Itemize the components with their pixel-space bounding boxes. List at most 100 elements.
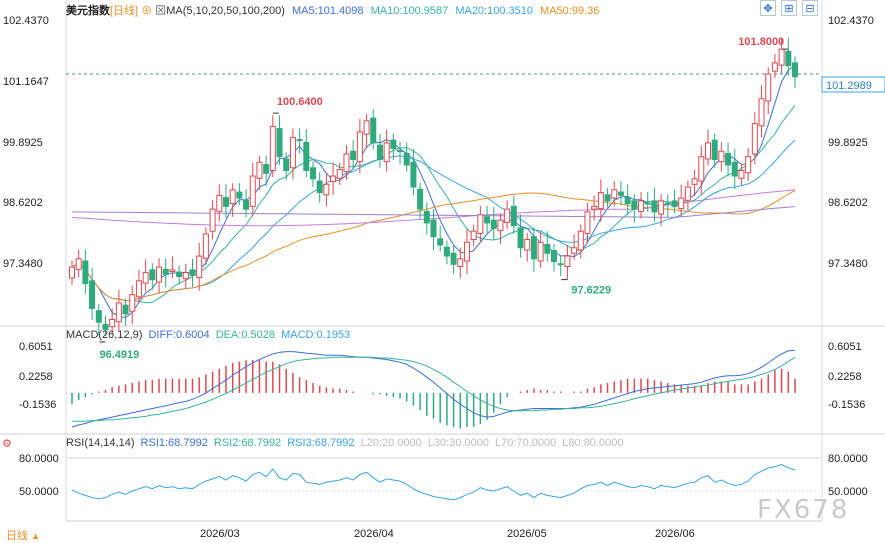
candle-body [397, 150, 404, 153]
ma-toggle-icon[interactable]: ⊠ [155, 5, 167, 17]
annotation-label: 101.8000 [738, 36, 784, 48]
candle-body [443, 246, 450, 257]
macd-tick-right-3: -0.1536 [828, 399, 865, 411]
candle-body [497, 219, 504, 232]
instrument-title: 美元指数 [66, 5, 110, 17]
legend-rsi: RSI(14,14,14) RSI1:68.7992 RSI2:68.7992 … [66, 437, 623, 449]
candle-body [691, 178, 698, 185]
candle-body [510, 205, 517, 227]
candle-body [745, 156, 752, 174]
candle-body [457, 258, 464, 268]
candle-body [738, 170, 745, 179]
candle-body [202, 233, 209, 259]
candle-body [350, 150, 357, 160]
candle-body [303, 141, 310, 172]
legend-macd: MACD(26,12,9) DIFF:0.6004 DEA:0.5028 MAC… [66, 329, 350, 341]
candle-body [310, 167, 316, 180]
candle-body [463, 241, 470, 262]
rsi-label: RSI(14,14,14) [66, 437, 135, 449]
candle-body [196, 255, 203, 279]
candle-body [169, 269, 176, 272]
rsi-line [71, 464, 796, 501]
y-tick-right-1: 102.4370 [828, 15, 874, 27]
candle-body [142, 272, 149, 284]
x-label-2: 2026/04 [354, 528, 394, 540]
candle-body [149, 269, 156, 281]
rsi2-value: RSI2:68.7992 [213, 437, 282, 449]
macd-hist-value: MACD:0.1953 [281, 329, 351, 341]
candle-body [316, 180, 323, 194]
candle-body [243, 199, 250, 210]
candle-body [731, 161, 738, 177]
annotation-label: 96.4919 [99, 349, 139, 361]
candle-body [571, 247, 578, 254]
candle-body [490, 219, 497, 229]
y-tick-right-3: 99.8925 [828, 137, 868, 149]
zoom-in-icon[interactable]: ⊞ [781, 0, 797, 16]
candle-body [530, 236, 537, 260]
candle-body [75, 258, 82, 270]
candle-body [229, 189, 236, 205]
candle-body [437, 238, 444, 246]
macd-dea-line [72, 356, 796, 422]
rsi-l80: L80:80.0000 [562, 437, 624, 449]
candle-body [403, 152, 410, 166]
rsi-l70: L70:70.0000 [495, 437, 557, 449]
candle-body [296, 139, 303, 142]
move-icon[interactable]: ✥ [760, 0, 776, 16]
rsi-tick-left-2: 50.0000 [19, 486, 59, 498]
candle-body [631, 200, 638, 210]
candle-body [263, 163, 270, 174]
settings-icon[interactable]: ⊕ [141, 5, 153, 17]
candlesticks [69, 38, 798, 337]
candle-body [591, 205, 598, 210]
candle-body [765, 73, 772, 102]
macd-panel [71, 349, 796, 429]
candle-body [390, 139, 397, 149]
candle-body [376, 144, 383, 160]
candle-body [524, 238, 531, 251]
zoom-out-icon[interactable]: ⊟ [802, 0, 818, 16]
candle-body [209, 208, 216, 232]
y-tick-left-1: 102.4370 [3, 15, 49, 27]
candle-body [751, 123, 758, 155]
rsi-settings-icon[interactable]: ⚙ [2, 438, 12, 450]
candle-body [182, 272, 189, 280]
macd-tick-left-3: -0.1536 [19, 399, 56, 411]
macd-dea-value: DEA:0.5028 [215, 329, 276, 341]
candle-body [162, 268, 169, 275]
candle-body [176, 271, 183, 277]
period-tag[interactable]: [日线] [110, 5, 139, 17]
candle-body [370, 117, 377, 144]
candle-body [276, 128, 283, 158]
annotation-label: 97.6229 [571, 285, 611, 297]
rsi3-value: RSI3:68.7992 [287, 437, 355, 449]
candle-body [624, 197, 631, 205]
rsi-l20: L20:20.0000 [360, 437, 422, 449]
candle-body [664, 202, 671, 205]
candle-body [283, 158, 290, 172]
candle-body [544, 243, 551, 254]
candle-body [216, 194, 223, 212]
candle-body [537, 241, 544, 262]
x-label-3: 2026/05 [507, 528, 547, 540]
ma50-value: MA50:99.36 [540, 5, 600, 17]
candle-body [597, 192, 604, 210]
x-label-1: 2026/03 [200, 528, 240, 540]
candle-body [82, 260, 89, 285]
candle-body [89, 280, 96, 309]
candle-body [718, 150, 725, 163]
candle-body [336, 168, 343, 179]
candle-body [410, 161, 417, 188]
candle-body [584, 211, 591, 234]
candle-body [604, 194, 611, 202]
candle-body [222, 197, 229, 207]
candle-body [778, 48, 785, 66]
period-selector[interactable]: 日线 ▲ [6, 527, 40, 543]
candle-body [323, 183, 330, 196]
macd-tick-left-2: 0.2258 [19, 371, 53, 383]
candle-body [671, 200, 678, 207]
y-tick-right-4: 98.6202 [828, 197, 868, 209]
period-selector-label: 日线 [6, 530, 28, 542]
last-price-tag-bg [821, 76, 885, 93]
